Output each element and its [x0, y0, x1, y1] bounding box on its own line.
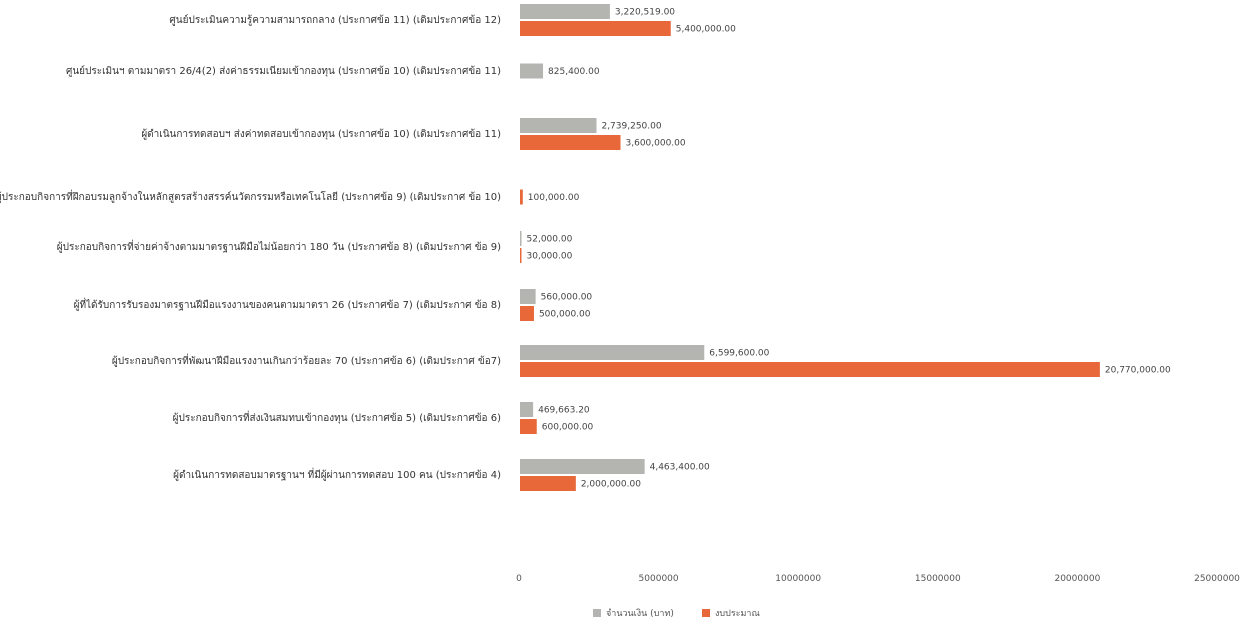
- bar-amount: [520, 118, 597, 133]
- bar-amount: [520, 231, 522, 246]
- bar-amount: [520, 63, 544, 79]
- bar-amount: [520, 4, 610, 19]
- category-label: ศูนย์ประเมินความรู้ความสามารถกลาง (ประกา…: [169, 14, 501, 26]
- data-label: 500,000.00: [539, 310, 591, 320]
- bars-layer: [520, 4, 1100, 491]
- legend: จำนวนเงิน (บาท) งบประมาณ: [593, 608, 760, 619]
- bar-amount: [520, 459, 645, 474]
- data-label: 469,663.20: [538, 406, 590, 416]
- x-tick-label: 0: [516, 574, 522, 584]
- bar-budget: [520, 419, 537, 434]
- x-tick-label: 25000000: [1194, 574, 1240, 584]
- data-label: 3,220,519.00: [615, 8, 675, 18]
- x-tick-label: 15000000: [915, 574, 961, 584]
- bar-amount: [520, 345, 705, 360]
- data-label: 825,400.00: [548, 67, 600, 77]
- bar-budget: [520, 189, 523, 205]
- category-label: ผู้ดำเนินการทดสอบมาตรฐานฯ ที่มีผู้ผ่านกา…: [173, 467, 501, 481]
- x-axis: 0 5000000 10000000 15000000 20000000 25000000: [516, 574, 1240, 584]
- data-label: 600,000.00: [542, 423, 594, 433]
- legend-swatch: [702, 609, 710, 617]
- data-label: 20,770,000.00: [1105, 366, 1171, 376]
- category-label: ผู้ที่ได้รับการรับรองมาตรฐานฝีมือแรงงานข…: [74, 297, 502, 311]
- data-label: 52,000.00: [527, 235, 573, 245]
- bar-amount: [520, 402, 534, 417]
- data-label: 2,739,250.00: [601, 122, 661, 132]
- bar-budget: [520, 21, 671, 36]
- category-label: ศูนย์ประเมินฯ ตามมาตรา 26/4(2) ส่งค่าธรร…: [66, 65, 501, 77]
- category-label: ผู้ประกอบกิจการที่จ่ายค่าจ้างตามมาตรฐานฝ…: [57, 239, 501, 253]
- category-label: ผู้ประกอบกิจการที่ส่งเงินสมทบเข้ากองทุน …: [173, 410, 501, 424]
- bar-budget: [520, 362, 1100, 377]
- bar-budget: [520, 248, 522, 263]
- legend-label: จำนวนเงิน (บาท): [606, 608, 674, 619]
- labels-layer: ศูนย์ประเมินความรู้ความสามารถกลาง (ประกา…: [0, 8, 1171, 490]
- data-label: 3,600,000.00: [626, 139, 686, 149]
- x-tick-label: 20000000: [1054, 574, 1100, 584]
- bar-budget: [520, 306, 534, 321]
- legend-label: งบประมาณ: [715, 609, 760, 619]
- data-label: 30,000.00: [527, 252, 573, 262]
- data-label: 6,599,600.00: [709, 349, 769, 359]
- x-tick-label: 10000000: [775, 574, 821, 584]
- category-label: ผู้ประกอบกิจการที่ฝึกอบรมลูกจ้างในหลักสู…: [0, 189, 501, 203]
- data-label: 560,000.00: [541, 293, 593, 303]
- category-label: ผู้ดำเนินการทดสอบฯ ส่งค่าทดสอบเข้ากองทุน…: [141, 128, 501, 140]
- bar-budget: [520, 476, 576, 491]
- x-tick-label: 5000000: [639, 574, 679, 584]
- data-label: 5,400,000.00: [676, 25, 736, 35]
- data-label: 4,463,400.00: [650, 463, 710, 473]
- legend-swatch: [593, 609, 601, 617]
- bar-amount: [520, 289, 536, 304]
- category-label: ผู้ประกอบกิจการที่พัฒนาฝีมือแรงงานเกินกว…: [112, 353, 501, 367]
- bar-budget: [520, 135, 621, 150]
- data-label: 100,000.00: [528, 193, 580, 203]
- data-label: 2,000,000.00: [581, 480, 641, 490]
